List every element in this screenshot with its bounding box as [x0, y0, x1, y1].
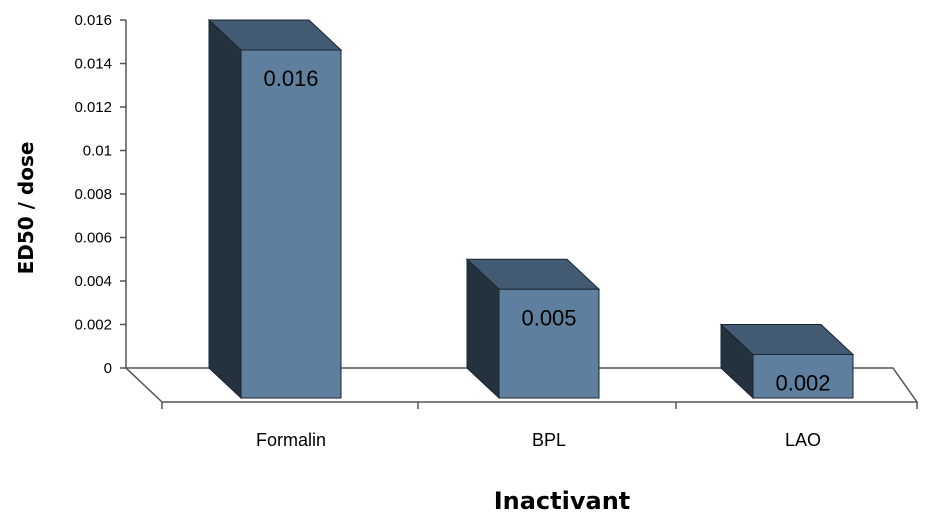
y-tick-label: 0.01 — [83, 143, 112, 160]
category-label: LAO — [785, 430, 821, 450]
category-labels: Formalin BPL LAO — [256, 430, 821, 450]
y-tick-label: 0.008 — [74, 186, 112, 203]
bar-front-face — [240, 49, 342, 399]
bar-front-face — [752, 354, 854, 399]
y-tick-label: 0.016 — [74, 12, 112, 29]
bar-lao — [719, 323, 855, 400]
y-ticks: 0 0.002 0.004 0.006 0.008 0.01 0.012 0.014 0.016 — [74, 12, 126, 377]
data-label: 0.005 — [521, 305, 576, 330]
y-tick-label: 0.014 — [74, 56, 112, 73]
y-axis-label: ED50 / dose — [14, 142, 38, 275]
y-tick-label: 0.002 — [74, 317, 112, 334]
data-label: 0.016 — [263, 66, 318, 91]
y-tick-label: 0.012 — [74, 99, 112, 116]
category-label: BPL — [532, 430, 566, 450]
bar-front-face — [498, 288, 600, 399]
bar-side-face — [208, 18, 242, 400]
x-axis-label: Inactivant — [494, 487, 631, 515]
category-label: Formalin — [256, 430, 326, 450]
bar-bpl — [465, 258, 601, 400]
data-label: 0.002 — [775, 371, 830, 396]
x-ticks — [161, 402, 918, 409]
y-tick-label: 0.004 — [74, 273, 112, 290]
y-axis-group: 0 0.002 0.004 0.006 0.008 0.01 0.012 0.014 0.016 — [74, 12, 127, 377]
y-tick-label: 0 — [104, 360, 112, 377]
bar-formalin — [207, 18, 343, 400]
bars: 0.016 0.005 0.002 — [207, 18, 855, 400]
y-tick-label: 0.006 — [74, 230, 112, 247]
